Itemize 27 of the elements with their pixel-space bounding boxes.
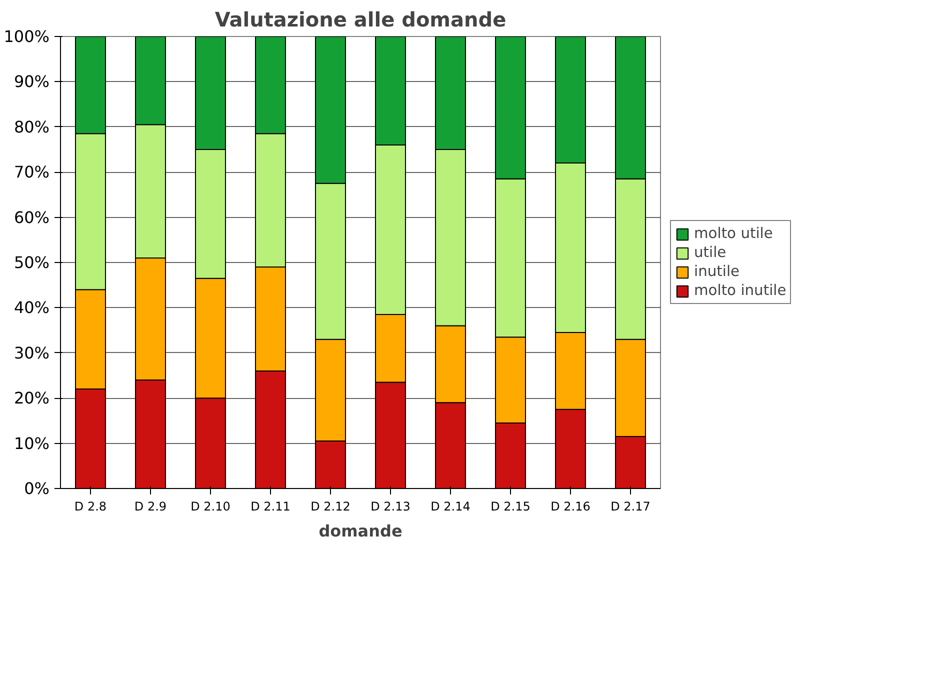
y-tick-label: 90% xyxy=(14,72,50,92)
y-tick-label: 0% xyxy=(24,479,50,498)
y-tick-label: 10% xyxy=(14,434,50,453)
y-tick-label: 30% xyxy=(14,343,50,362)
x-tick-label: D 2.16 xyxy=(550,500,590,514)
legend-label: utile xyxy=(694,244,726,261)
y-tick-label: 40% xyxy=(14,298,50,318)
legend-label: inutile xyxy=(694,263,740,280)
x-tick-label: D 2.10 xyxy=(190,500,230,514)
y-tick-label: 60% xyxy=(14,208,50,227)
x-tick-label: D 2.8 xyxy=(74,500,107,514)
y-tick-label: 20% xyxy=(14,388,50,408)
x-tick-label: D 2.12 xyxy=(310,500,350,514)
x-tick-label: D 2.13 xyxy=(370,500,410,514)
x-tick-label: D 2.9 xyxy=(134,500,167,514)
x-tick-label: D 2.14 xyxy=(430,500,470,514)
y-tick-label: 100% xyxy=(4,27,50,46)
x-axis-title: domande xyxy=(318,522,402,540)
x-tick-label: D 2.11 xyxy=(250,500,290,514)
x-tick-label: D 2.17 xyxy=(610,500,650,514)
y-tick-label: 70% xyxy=(14,162,50,182)
legend-label: molto utile xyxy=(694,225,773,242)
x-tick-label: D 2.15 xyxy=(490,500,530,514)
y-tick-label: 80% xyxy=(14,117,50,136)
chart-title: Valutazione alle domande xyxy=(214,8,506,32)
y-tick-label: 50% xyxy=(14,253,50,272)
legend-label: molto inutile xyxy=(694,282,786,299)
